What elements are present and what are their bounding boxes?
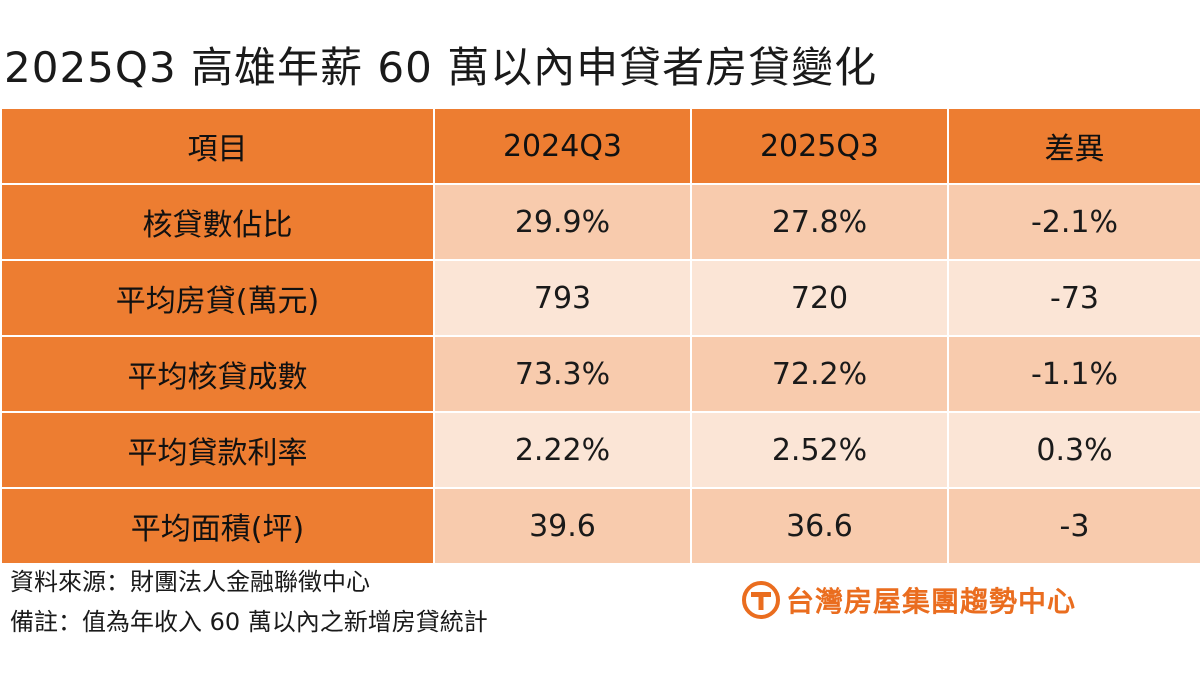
table-cell: -2.1% xyxy=(947,183,1200,261)
table-cell: -3 xyxy=(947,487,1200,565)
source-note: 資料來源：財團法人金融聯徵中心 xyxy=(10,568,370,596)
column-header-item: 項目 xyxy=(0,107,435,185)
row-label: 平均房貸(萬元) xyxy=(0,259,435,337)
footnotes: 資料來源：財團法人金融聯徵中心 備註：值為年收入 60 萬以內之新增房貸統計 xyxy=(10,562,488,642)
table-cell: 720 xyxy=(690,259,949,337)
table-row: 平均核貸成數 73.3% 72.2% -1.1% xyxy=(0,335,1200,413)
table-cell: 72.2% xyxy=(690,335,949,413)
row-label: 核貸數佔比 xyxy=(0,183,435,261)
column-header-difference: 差異 xyxy=(947,107,1200,185)
table-cell: -1.1% xyxy=(947,335,1200,413)
data-table-container: 項目 2024Q3 2025Q3 差異 核貸數佔比 29.9% 27.8% -2… xyxy=(0,107,1200,565)
table-cell: 0.3% xyxy=(947,411,1200,489)
table-row: 平均面積(坪) 39.6 36.6 -3 xyxy=(0,487,1200,565)
brand-logo: 台灣房屋集團趨勢中心 xyxy=(742,580,1076,620)
remark-note: 備註：值為年收入 60 萬以內之新增房貸統計 xyxy=(10,608,488,636)
column-header-2024q3: 2024Q3 xyxy=(433,107,692,185)
data-table: 項目 2024Q3 2025Q3 差異 核貸數佔比 29.9% 27.8% -2… xyxy=(0,107,1200,565)
table-cell: -73 xyxy=(947,259,1200,337)
table-header-row: 項目 2024Q3 2025Q3 差異 xyxy=(0,107,1200,185)
row-label: 平均核貸成數 xyxy=(0,335,435,413)
taiwan-realty-logo-icon xyxy=(742,581,780,619)
table-cell: 36.6 xyxy=(690,487,949,565)
table-row: 平均房貸(萬元) 793 720 -73 xyxy=(0,259,1200,337)
table-row: 核貸數佔比 29.9% 27.8% -2.1% xyxy=(0,183,1200,261)
table-cell: 2.52% xyxy=(690,411,949,489)
row-label: 平均面積(坪) xyxy=(0,487,435,565)
column-header-2025q3: 2025Q3 xyxy=(690,107,949,185)
table-cell: 27.8% xyxy=(690,183,949,261)
table-cell: 2.22% xyxy=(433,411,692,489)
logo-text: 台灣房屋集團趨勢中心 xyxy=(786,585,1077,618)
table-row: 平均貸款利率 2.22% 2.52% 0.3% xyxy=(0,411,1200,489)
table-cell: 29.9% xyxy=(433,183,692,261)
row-label: 平均貸款利率 xyxy=(0,411,435,489)
chart-title: 2025Q3 高雄年薪 60 萬以內申貸者房貸變化 xyxy=(4,43,878,92)
table-cell: 793 xyxy=(433,259,692,337)
table-cell: 73.3% xyxy=(433,335,692,413)
table-cell: 39.6 xyxy=(433,487,692,565)
